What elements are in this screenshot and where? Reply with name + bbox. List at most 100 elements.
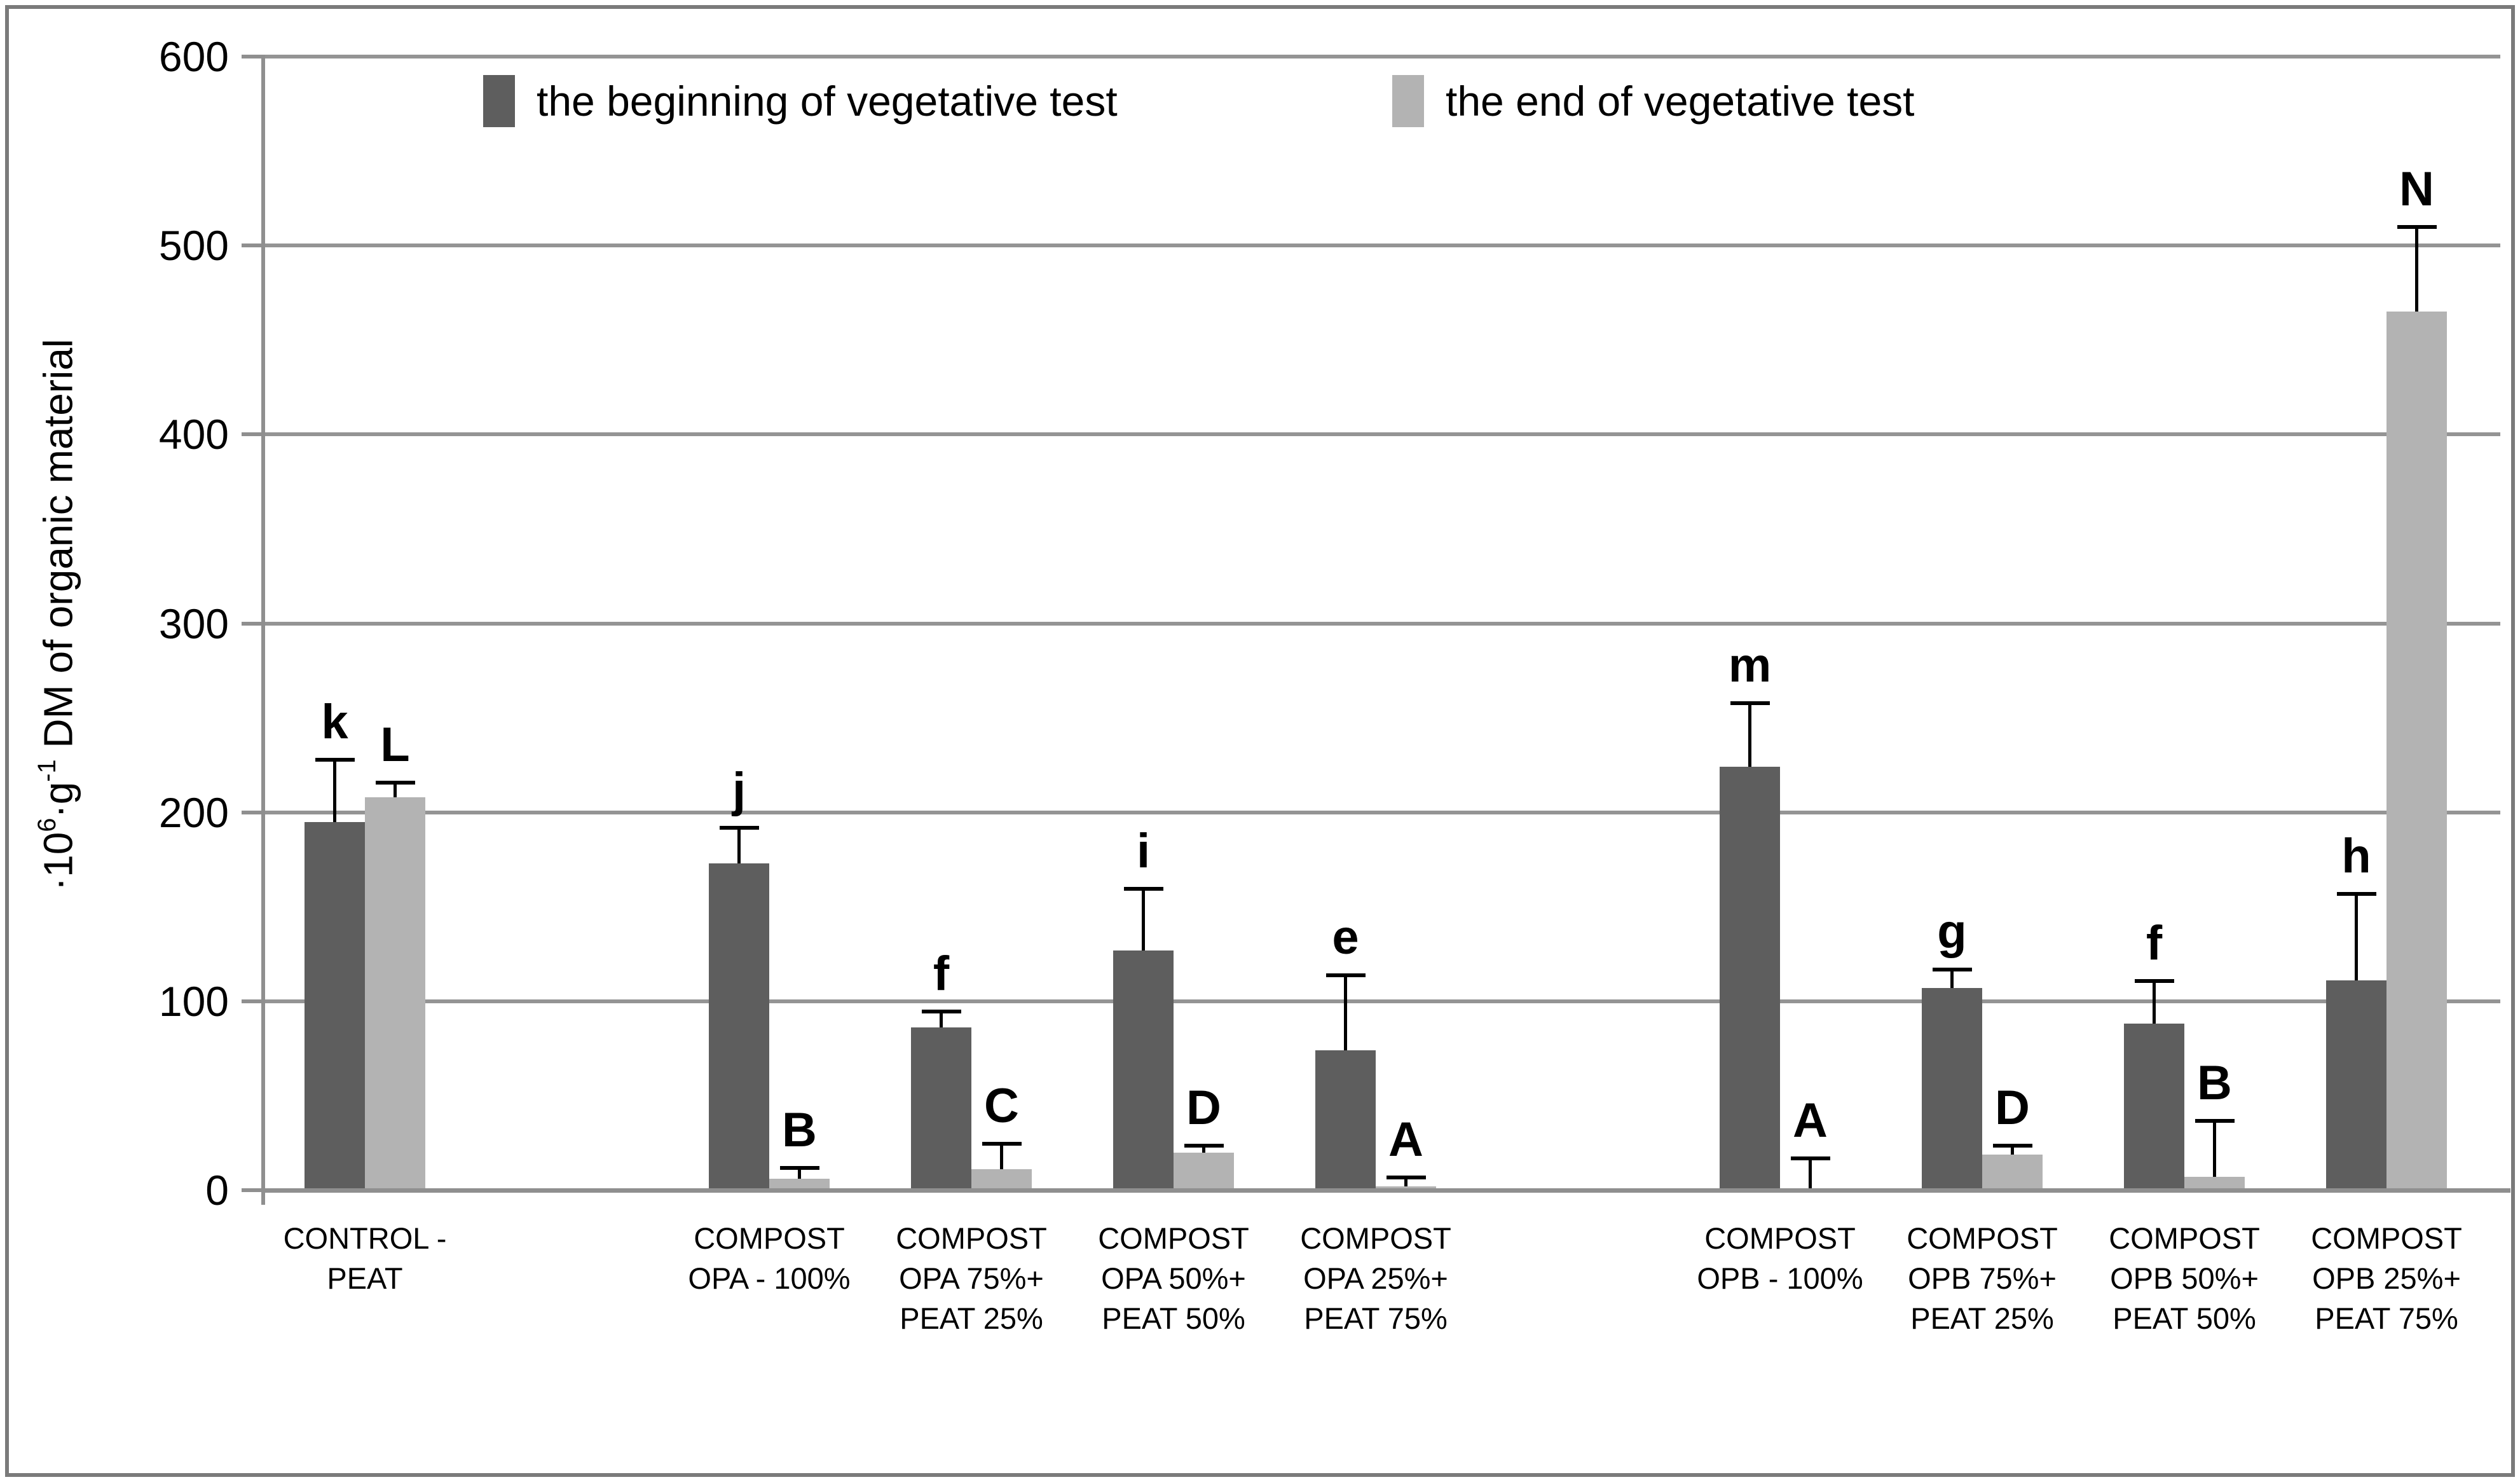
bar-letter-begin-8: h	[2341, 829, 2371, 884]
error-cap-begin-7	[2134, 979, 2174, 984]
y-axis-title-superscript: 6	[33, 818, 62, 832]
bar-letter-begin-1: j	[732, 763, 746, 818]
bar-begin-4	[1315, 1050, 1376, 1190]
y-tick-500	[242, 244, 263, 248]
y-tick-label-300: 300	[158, 600, 229, 647]
y-axis-title-text: DM of organic material	[35, 338, 81, 759]
legend-label-beginning: the beginning of vegetative test	[537, 78, 1118, 125]
error-cap-end-1	[779, 1166, 819, 1170]
error-cap-begin-4	[1325, 973, 1366, 978]
gridline-200	[263, 810, 2500, 814]
y-axis-line	[261, 55, 265, 1205]
error-cap-end-3	[1184, 1143, 1224, 1148]
error-cap-begin-8	[2336, 892, 2376, 896]
bar-begin-7	[2124, 1024, 2184, 1190]
bar-letter-end-4: A	[1388, 1113, 1423, 1167]
category-label-6: COMPOST OPB 75%+ PEAT 25%	[1907, 1221, 2058, 1335]
bar-end-1	[769, 1179, 830, 1190]
bar-letter-begin-2: f	[933, 946, 950, 1001]
y-tick-300	[242, 621, 263, 626]
gridline-600	[263, 55, 2500, 58]
x-axis-line	[261, 1188, 2510, 1193]
gridline-500	[263, 244, 2500, 248]
error-cap-end-6	[1992, 1143, 2032, 1148]
bar-letter-end-6: D	[1995, 1080, 2030, 1135]
category-label-2: COMPOST OPA 75%+ PEAT 25%	[896, 1221, 1047, 1335]
bar-letter-begin-4: e	[1332, 910, 1359, 965]
bar-end-2	[971, 1169, 1032, 1190]
error-cap-begin-5	[1730, 701, 1770, 706]
error-line-end-3	[1202, 1144, 1205, 1153]
gridline-100	[263, 999, 2500, 1003]
error-cap-begin-0	[315, 758, 355, 762]
legend-item-beginning: the beginning of vegetative test	[483, 75, 1118, 127]
category-label-3: COMPOST OPA 50%+ PEAT 50%	[1098, 1221, 1249, 1335]
category-label-4: COMPOST OPA 25%+ PEAT 75%	[1300, 1221, 1451, 1335]
error-line-end-6	[2011, 1144, 2014, 1155]
bar-begin-2	[911, 1027, 971, 1190]
gridline-400	[263, 432, 2500, 437]
error-line-begin-0	[333, 759, 336, 822]
bar-begin-0	[305, 821, 365, 1190]
bar-begin-6	[1922, 988, 1982, 1190]
error-cap-begin-1	[719, 826, 759, 830]
error-line-end-2	[1000, 1142, 1003, 1170]
y-axis-title-text: ·g	[35, 781, 81, 818]
y-axis-title: ·106·g-1 DM of organic material	[23, 43, 81, 1187]
y-tick-label-0: 0	[205, 1167, 229, 1214]
bar-letter-end-1: B	[782, 1103, 817, 1158]
bar-letter-begin-0: k	[321, 695, 348, 750]
bar-letter-begin-7: f	[2146, 916, 2163, 971]
y-tick-label-400: 400	[158, 411, 229, 458]
bar-letter-begin-6: g	[1937, 905, 1967, 959]
error-line-begin-2	[940, 1010, 943, 1028]
y-tick-600	[242, 55, 263, 58]
bar-begin-1	[709, 863, 769, 1190]
bar-begin-3	[1113, 950, 1174, 1190]
error-line-begin-8	[2355, 893, 2358, 981]
legend-label-end: the end of vegetative test	[1446, 78, 1915, 125]
y-tick-label-600: 600	[158, 33, 229, 80]
error-cap-end-5	[1790, 1156, 1830, 1161]
bar-end-7	[2184, 1177, 2245, 1190]
error-cap-begin-6	[1932, 968, 1972, 972]
y-tick-400	[242, 432, 263, 437]
bar-letter-end-7: B	[2197, 1056, 2232, 1111]
plot-area: 0 100 200 300 400 500 600 k L CONTROL - PEAT j B COM…	[9, 9, 2511, 1473]
bar-end-6	[1982, 1154, 2043, 1190]
chart-frame: 0 100 200 300 400 500 600 k L CONTROL - PEAT j B COM…	[5, 5, 2515, 1477]
y-tick-label-500: 500	[158, 222, 229, 270]
error-line-begin-5	[1748, 703, 1751, 767]
error-cap-end-4	[1386, 1176, 1426, 1180]
y-axis-title-superscript: -1	[33, 758, 62, 782]
legend-swatch-end	[1392, 75, 1424, 127]
error-cap-end-2	[982, 1141, 1022, 1146]
bar-begin-5	[1720, 767, 1780, 1190]
error-line-begin-1	[737, 827, 741, 863]
error-cap-end-8	[2397, 225, 2437, 230]
bar-letter-end-0: L	[380, 718, 410, 772]
error-line-end-0	[394, 782, 397, 797]
error-line-end-8	[2415, 226, 2418, 312]
y-tick-0	[242, 1188, 263, 1192]
y-tick-label-100: 100	[158, 977, 229, 1025]
error-line-begin-6	[1950, 969, 1954, 989]
category-label-1: COMPOST OPA - 100%	[688, 1221, 851, 1295]
error-line-begin-7	[2153, 980, 2156, 1024]
error-line-begin-3	[1142, 888, 1145, 950]
category-label-5: COMPOST OPB - 100%	[1697, 1221, 1863, 1295]
bar-letter-end-8: N	[2399, 162, 2434, 217]
y-tick-100	[242, 999, 263, 1003]
category-label-8: COMPOST OPB 25%+ PEAT 75%	[2311, 1221, 2462, 1335]
error-line-end-1	[798, 1167, 801, 1179]
legend-swatch-beginning	[483, 75, 515, 127]
bar-end-8	[2386, 312, 2447, 1190]
error-cap-begin-2	[921, 1009, 961, 1013]
bar-letter-end-2: C	[984, 1078, 1019, 1133]
y-tick-200	[242, 810, 263, 814]
error-line-end-4	[1404, 1177, 1407, 1187]
error-cap-end-0	[375, 781, 415, 785]
legend-item-end: the end of vegetative test	[1392, 75, 1915, 127]
bar-letter-begin-3: i	[1136, 823, 1151, 878]
